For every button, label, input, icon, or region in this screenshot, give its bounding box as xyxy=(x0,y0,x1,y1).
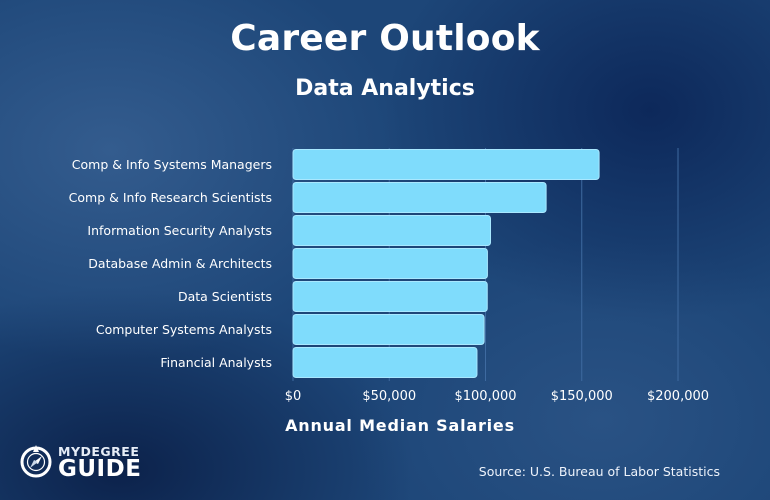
y-category-label: Comp & Info Research Scientists xyxy=(69,190,272,205)
logo-text-bottom: GUIDE xyxy=(58,456,142,482)
bar xyxy=(292,149,600,180)
page-title: Career Outlook xyxy=(230,18,540,59)
x-axis-title: Annual Median Salaries xyxy=(285,416,515,435)
y-category-label: Data Scientists xyxy=(178,289,272,304)
brand-logo: MYDEGREE GUIDE xyxy=(18,442,158,486)
compass-icon xyxy=(20,445,52,478)
x-tick-label: $0 xyxy=(285,389,302,404)
x-tick-label: $200,000 xyxy=(647,389,709,404)
bar xyxy=(292,347,478,378)
bar xyxy=(292,215,492,246)
x-tick-label: $150,000 xyxy=(551,389,613,404)
page-subtitle: Data Analytics xyxy=(295,76,475,101)
source-note: Source: U.S. Bureau of Labor Statistics xyxy=(478,464,720,479)
x-tick-label: $50,000 xyxy=(362,389,416,404)
bar xyxy=(292,248,488,279)
y-category-label: Information Security Analysts xyxy=(87,223,272,238)
y-category-label: Comp & Info Systems Managers xyxy=(72,157,272,172)
y-category-label: Financial Analysts xyxy=(160,355,272,370)
bar xyxy=(292,314,485,345)
bar xyxy=(292,281,488,312)
y-category-label: Database Admin & Architects xyxy=(88,256,272,271)
y-category-label: Computer Systems Analysts xyxy=(96,322,272,337)
bar xyxy=(292,182,547,213)
logo-text-top: MYDEGREE xyxy=(58,444,140,459)
x-tick-label: $100,000 xyxy=(454,389,516,404)
